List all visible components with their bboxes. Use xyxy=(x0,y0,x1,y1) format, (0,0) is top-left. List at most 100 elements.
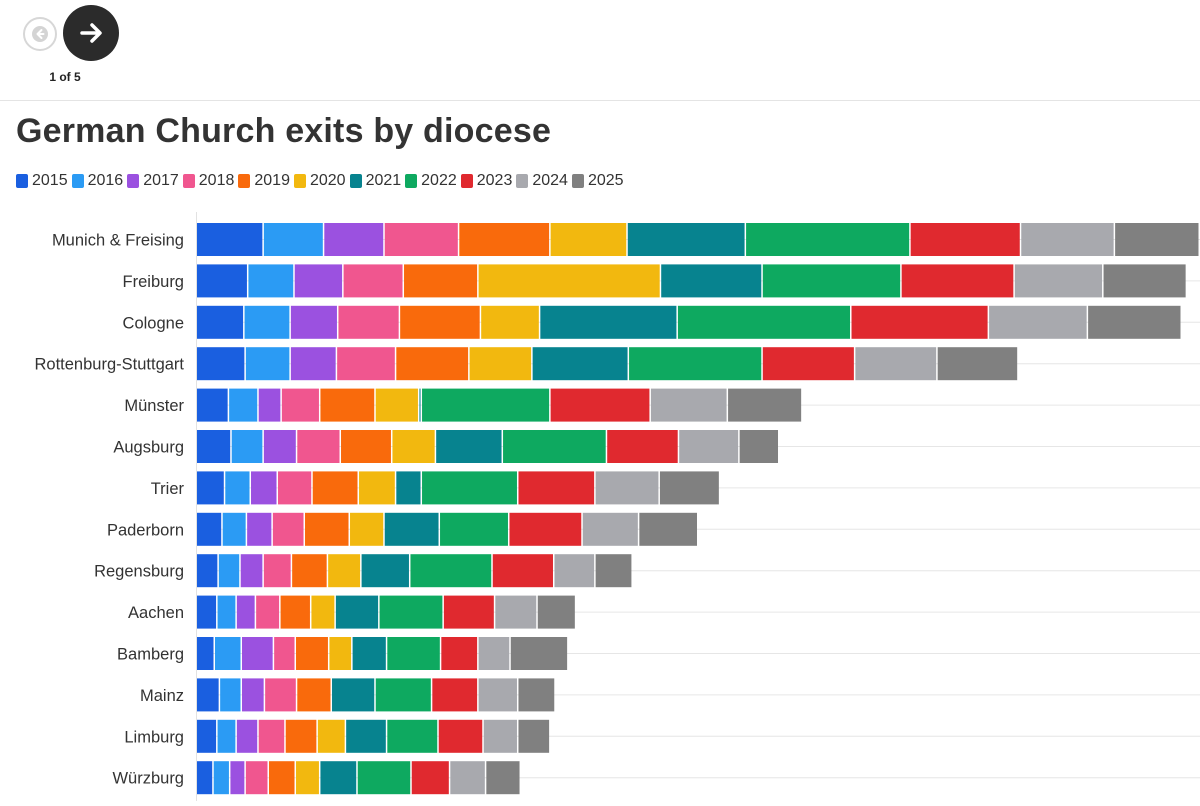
bar-segment-2022[interactable] xyxy=(629,347,762,381)
bar-segment-2018[interactable] xyxy=(297,430,340,463)
bar-segment-2022[interactable] xyxy=(440,512,508,546)
bar-segment-2016[interactable] xyxy=(245,347,290,381)
bar-segment-2017[interactable] xyxy=(258,388,281,422)
bar-segment-2019[interactable] xyxy=(305,512,349,546)
bar-segment-2019[interactable] xyxy=(459,223,550,256)
bar-segment-2020[interactable] xyxy=(296,761,319,795)
bar-segment-2024[interactable] xyxy=(478,678,517,712)
bar-segment-2015[interactable] xyxy=(197,678,219,712)
bar-segment-2016[interactable] xyxy=(217,595,236,629)
bar-segment-2020[interactable] xyxy=(317,719,345,753)
bar-segment-2017[interactable] xyxy=(294,264,343,298)
bar-segment-2018[interactable] xyxy=(263,554,291,588)
bar-segment-2018[interactable] xyxy=(274,637,295,670)
bar-segment-2019[interactable] xyxy=(320,388,375,422)
bar-segment-2019[interactable] xyxy=(296,637,328,670)
bar-segment-2025[interactable] xyxy=(1103,264,1186,298)
bar-segment-2020[interactable] xyxy=(329,637,352,670)
bar-segment-2017[interactable] xyxy=(236,719,258,753)
bar-segment-2023[interactable] xyxy=(518,471,595,505)
next-button[interactable] xyxy=(63,5,119,61)
bar-segment-2023[interactable] xyxy=(438,719,483,753)
bar-segment-2018[interactable] xyxy=(337,347,395,381)
bar-segment-2025[interactable] xyxy=(518,678,555,712)
bar-segment-2023[interactable] xyxy=(607,430,678,463)
bar-segment-2017[interactable] xyxy=(240,554,263,588)
bar-segment-2023[interactable] xyxy=(851,305,988,339)
bar-segment-2022[interactable] xyxy=(746,223,910,256)
bar-segment-2016[interactable] xyxy=(244,305,290,339)
bar-segment-2016[interactable] xyxy=(248,264,294,298)
bar-segment-2018[interactable] xyxy=(245,761,268,795)
bar-segment-2022[interactable] xyxy=(379,595,443,629)
bar-segment-2016[interactable] xyxy=(225,471,250,505)
bar-segment-2022[interactable] xyxy=(677,305,851,339)
bar-segment-2017[interactable] xyxy=(247,512,272,546)
bar-segment-2020[interactable] xyxy=(481,305,539,339)
bar-segment-2023[interactable] xyxy=(509,512,582,546)
bar-segment-2025[interactable] xyxy=(659,471,719,505)
bar-segment-2024[interactable] xyxy=(595,471,659,505)
bar-segment-2024[interactable] xyxy=(495,595,537,629)
bar-segment-2019[interactable] xyxy=(292,554,327,588)
bar-segment-2020[interactable] xyxy=(469,347,532,381)
bar-segment-2023[interactable] xyxy=(901,264,1014,298)
bar-segment-2021[interactable] xyxy=(320,761,357,795)
bar-segment-2016[interactable] xyxy=(215,637,241,670)
bar-segment-2022[interactable] xyxy=(357,761,411,795)
bar-segment-2021[interactable] xyxy=(384,512,439,546)
bar-segment-2017[interactable] xyxy=(263,430,296,463)
bar-segment-2022[interactable] xyxy=(422,388,550,422)
bar-segment-2018[interactable] xyxy=(343,264,403,298)
bar-segment-2021[interactable] xyxy=(346,719,386,753)
bar-segment-2023[interactable] xyxy=(910,223,1020,256)
bar-segment-2020[interactable] xyxy=(375,388,418,422)
bar-segment-2019[interactable] xyxy=(400,305,480,339)
bar-segment-2024[interactable] xyxy=(679,430,739,463)
bar-segment-2024[interactable] xyxy=(450,761,485,795)
bar-segment-2025[interactable] xyxy=(639,512,697,546)
bar-segment-2016[interactable] xyxy=(213,761,229,795)
bar-segment-2016[interactable] xyxy=(231,430,263,463)
bar-segment-2020[interactable] xyxy=(550,223,627,256)
bar-segment-2018[interactable] xyxy=(256,595,280,629)
bar-segment-2015[interactable] xyxy=(197,223,263,256)
previous-button[interactable] xyxy=(23,17,57,51)
bar-segment-2022[interactable] xyxy=(503,430,606,463)
bar-segment-2019[interactable] xyxy=(312,471,358,505)
bar-segment-2024[interactable] xyxy=(1021,223,1114,256)
bar-segment-2019[interactable] xyxy=(285,719,317,753)
bar-segment-2019[interactable] xyxy=(396,347,469,381)
bar-segment-2015[interactable] xyxy=(197,430,231,463)
bar-segment-2024[interactable] xyxy=(855,347,937,381)
bar-segment-2019[interactable] xyxy=(404,264,478,298)
bar-segment-2017[interactable] xyxy=(251,471,277,505)
bar-segment-2015[interactable] xyxy=(197,719,217,753)
bar-segment-2018[interactable] xyxy=(258,719,285,753)
bar-segment-2022[interactable] xyxy=(387,637,440,670)
bar-segment-2023[interactable] xyxy=(441,637,478,670)
bar-segment-2016[interactable] xyxy=(220,678,241,712)
bar-segment-2017[interactable] xyxy=(236,595,255,629)
bar-segment-2020[interactable] xyxy=(311,595,335,629)
bar-segment-2023[interactable] xyxy=(492,554,553,588)
bar-segment-2025[interactable] xyxy=(518,719,550,753)
bar-segment-2021[interactable] xyxy=(627,223,745,256)
bar-segment-2024[interactable] xyxy=(1014,264,1103,298)
bar-segment-2018[interactable] xyxy=(265,678,296,712)
bar-segment-2020[interactable] xyxy=(478,264,660,298)
bar-segment-2015[interactable] xyxy=(197,554,218,588)
bar-segment-2024[interactable] xyxy=(582,512,638,546)
bar-segment-2017[interactable] xyxy=(230,761,245,795)
bar-segment-2017[interactable] xyxy=(242,637,273,670)
bar-segment-2016[interactable] xyxy=(217,719,236,753)
bar-segment-2023[interactable] xyxy=(443,595,494,629)
bar-segment-2021[interactable] xyxy=(436,430,502,463)
bar-segment-2015[interactable] xyxy=(197,637,214,670)
bar-segment-2015[interactable] xyxy=(197,512,222,546)
bar-segment-2023[interactable] xyxy=(411,761,449,795)
bar-segment-2016[interactable] xyxy=(229,388,258,422)
bar-segment-2018[interactable] xyxy=(278,471,312,505)
bar-segment-2025[interactable] xyxy=(739,430,779,463)
bar-segment-2025[interactable] xyxy=(595,554,632,588)
